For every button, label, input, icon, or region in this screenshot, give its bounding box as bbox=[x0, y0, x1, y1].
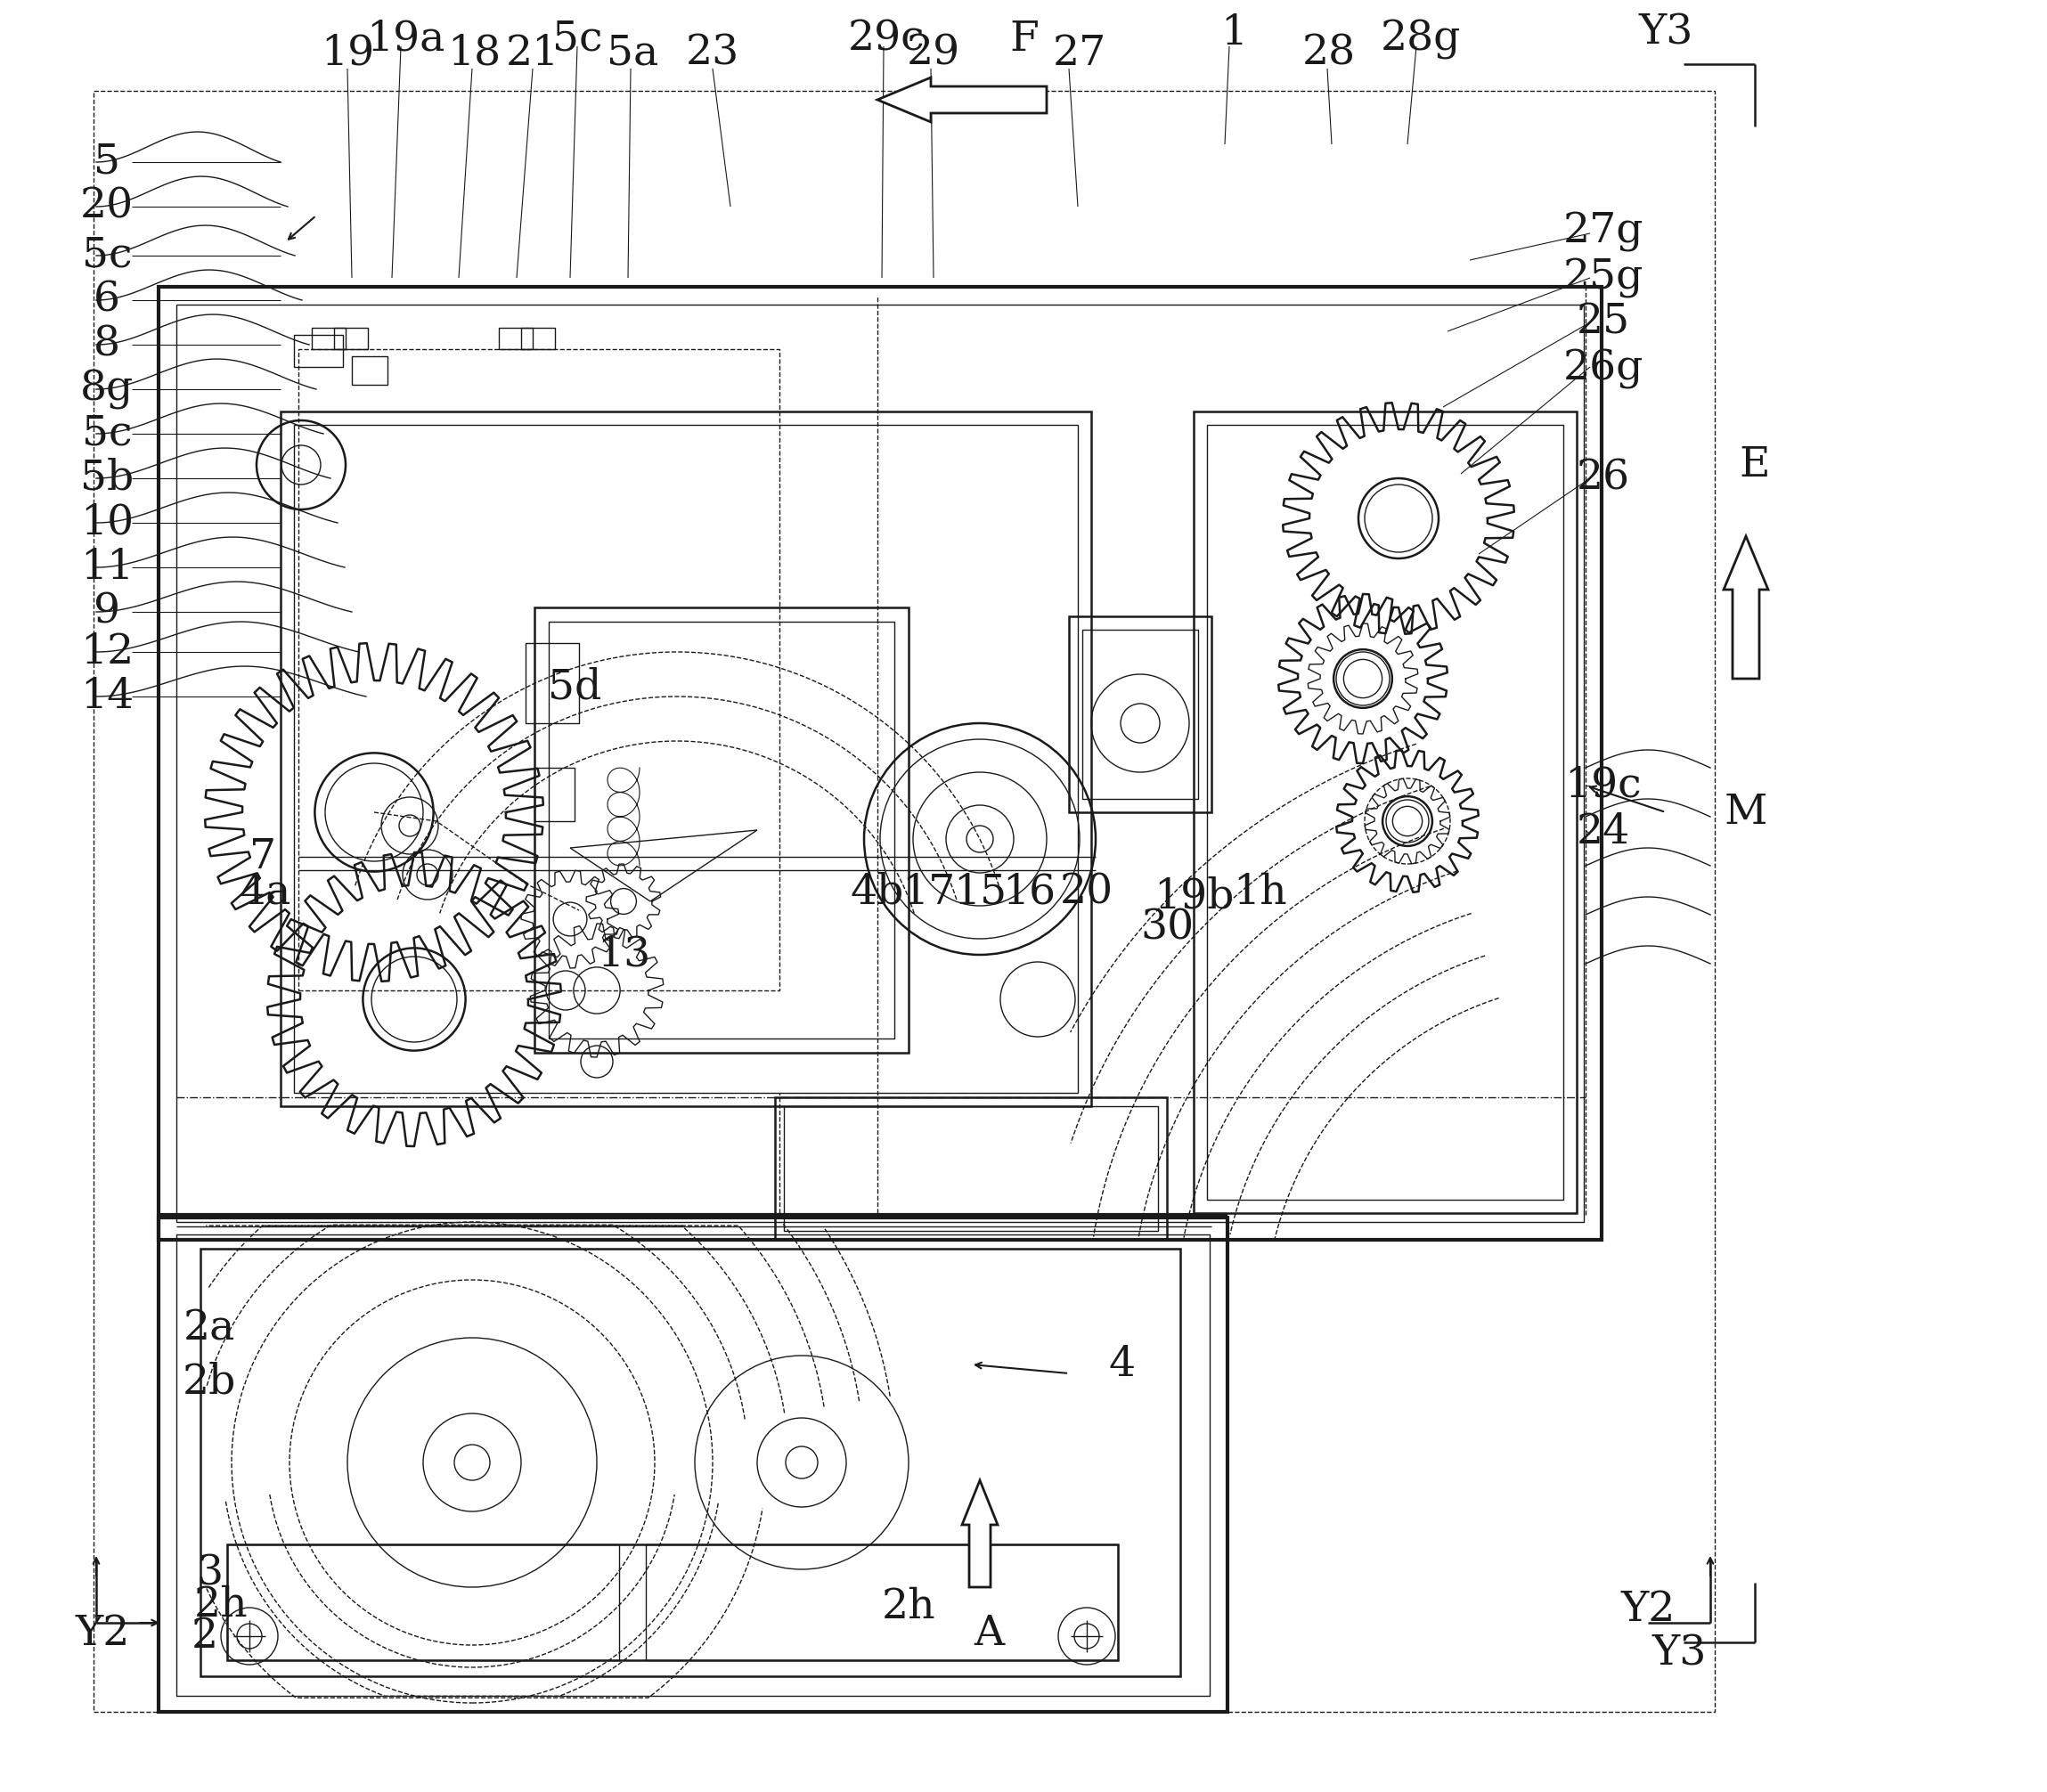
Text: 19c: 19c bbox=[1564, 765, 1642, 806]
Bar bbox=[201, 1249, 1181, 1676]
Text: 14: 14 bbox=[80, 676, 133, 717]
Bar bbox=[295, 335, 344, 367]
Bar bbox=[94, 91, 1715, 1711]
Bar bbox=[1208, 425, 1564, 1199]
Text: 27: 27 bbox=[1052, 34, 1107, 73]
Text: 4: 4 bbox=[1109, 1344, 1136, 1385]
Bar bbox=[522, 328, 555, 349]
Text: 8: 8 bbox=[94, 324, 121, 366]
Text: 2b: 2b bbox=[182, 1362, 235, 1403]
Text: 19b: 19b bbox=[1152, 876, 1234, 918]
FancyArrow shape bbox=[962, 1480, 997, 1588]
Text: M: M bbox=[1724, 792, 1767, 833]
Text: Y2: Y2 bbox=[1621, 1590, 1674, 1629]
Text: 4b: 4b bbox=[850, 873, 905, 912]
Text: 5c: 5c bbox=[553, 20, 602, 59]
Text: 23: 23 bbox=[686, 34, 739, 73]
Bar bbox=[526, 643, 579, 724]
Text: 2h: 2h bbox=[882, 1586, 935, 1627]
Text: 28g: 28g bbox=[1380, 20, 1462, 59]
Text: Y2: Y2 bbox=[76, 1613, 129, 1654]
Text: 5: 5 bbox=[94, 142, 121, 183]
Bar bbox=[549, 622, 895, 1039]
Text: A: A bbox=[974, 1613, 1003, 1654]
Text: 19: 19 bbox=[321, 34, 375, 73]
Text: 21: 21 bbox=[506, 34, 559, 73]
Bar bbox=[295, 425, 1079, 1093]
Text: 20: 20 bbox=[1060, 873, 1114, 912]
Bar bbox=[158, 1217, 1228, 1711]
Bar bbox=[1083, 629, 1197, 799]
Text: Y3: Y3 bbox=[1638, 13, 1693, 54]
Text: 17: 17 bbox=[901, 873, 956, 912]
Bar bbox=[645, 1545, 1118, 1659]
Text: 9: 9 bbox=[94, 591, 121, 633]
Text: 2: 2 bbox=[192, 1616, 219, 1656]
Bar bbox=[227, 1545, 618, 1659]
Text: 30: 30 bbox=[1140, 909, 1193, 948]
Text: 10: 10 bbox=[80, 504, 133, 543]
Text: 2h: 2h bbox=[194, 1584, 248, 1625]
Text: 4a: 4a bbox=[239, 873, 291, 912]
Bar bbox=[334, 328, 368, 349]
Text: 25: 25 bbox=[1576, 303, 1629, 342]
Text: 1: 1 bbox=[1220, 13, 1247, 54]
Text: 24: 24 bbox=[1576, 812, 1629, 851]
Text: 18: 18 bbox=[446, 34, 502, 73]
Bar bbox=[158, 287, 1601, 1240]
Text: E: E bbox=[1740, 444, 1771, 486]
Text: 29c: 29c bbox=[847, 20, 925, 59]
Text: 7: 7 bbox=[250, 837, 276, 876]
Text: 6: 6 bbox=[94, 280, 121, 321]
Text: Y3: Y3 bbox=[1652, 1634, 1707, 1674]
Text: 5a: 5a bbox=[606, 34, 659, 73]
Text: 5b: 5b bbox=[80, 459, 133, 498]
Text: 5c: 5c bbox=[82, 414, 133, 453]
Text: 26g: 26g bbox=[1564, 349, 1644, 389]
Bar bbox=[352, 357, 387, 385]
Text: 5d: 5d bbox=[549, 667, 602, 708]
Text: 29: 29 bbox=[907, 34, 960, 73]
Text: 8g: 8g bbox=[80, 369, 133, 409]
Text: 12: 12 bbox=[80, 633, 133, 672]
Bar bbox=[499, 328, 532, 349]
Bar bbox=[1193, 412, 1576, 1213]
FancyArrow shape bbox=[1724, 536, 1769, 679]
Text: 5c: 5c bbox=[82, 235, 133, 276]
Text: 13: 13 bbox=[598, 935, 651, 975]
Text: 2a: 2a bbox=[184, 1308, 235, 1349]
Bar bbox=[1069, 616, 1212, 812]
Text: 3: 3 bbox=[197, 1554, 223, 1593]
Text: 20: 20 bbox=[80, 186, 133, 228]
Bar bbox=[280, 412, 1091, 1106]
Text: 1h: 1h bbox=[1234, 873, 1288, 912]
Bar bbox=[299, 349, 780, 991]
Bar bbox=[534, 607, 909, 1052]
Bar bbox=[227, 1545, 1118, 1659]
Bar bbox=[776, 1097, 1167, 1240]
FancyArrow shape bbox=[878, 77, 1046, 122]
Bar bbox=[784, 1106, 1159, 1231]
Text: 16: 16 bbox=[1003, 873, 1056, 912]
Bar bbox=[176, 1235, 1210, 1695]
Bar bbox=[311, 328, 346, 349]
Text: F: F bbox=[1009, 20, 1040, 59]
Bar bbox=[176, 305, 1584, 1222]
Text: 25g: 25g bbox=[1564, 258, 1644, 297]
Text: 19a: 19a bbox=[366, 20, 444, 59]
Text: 26: 26 bbox=[1576, 459, 1629, 498]
Text: 15: 15 bbox=[954, 873, 1007, 912]
Text: 27g: 27g bbox=[1564, 211, 1644, 251]
Bar bbox=[534, 767, 575, 821]
Text: 28: 28 bbox=[1302, 34, 1355, 73]
Text: 11: 11 bbox=[80, 547, 133, 588]
